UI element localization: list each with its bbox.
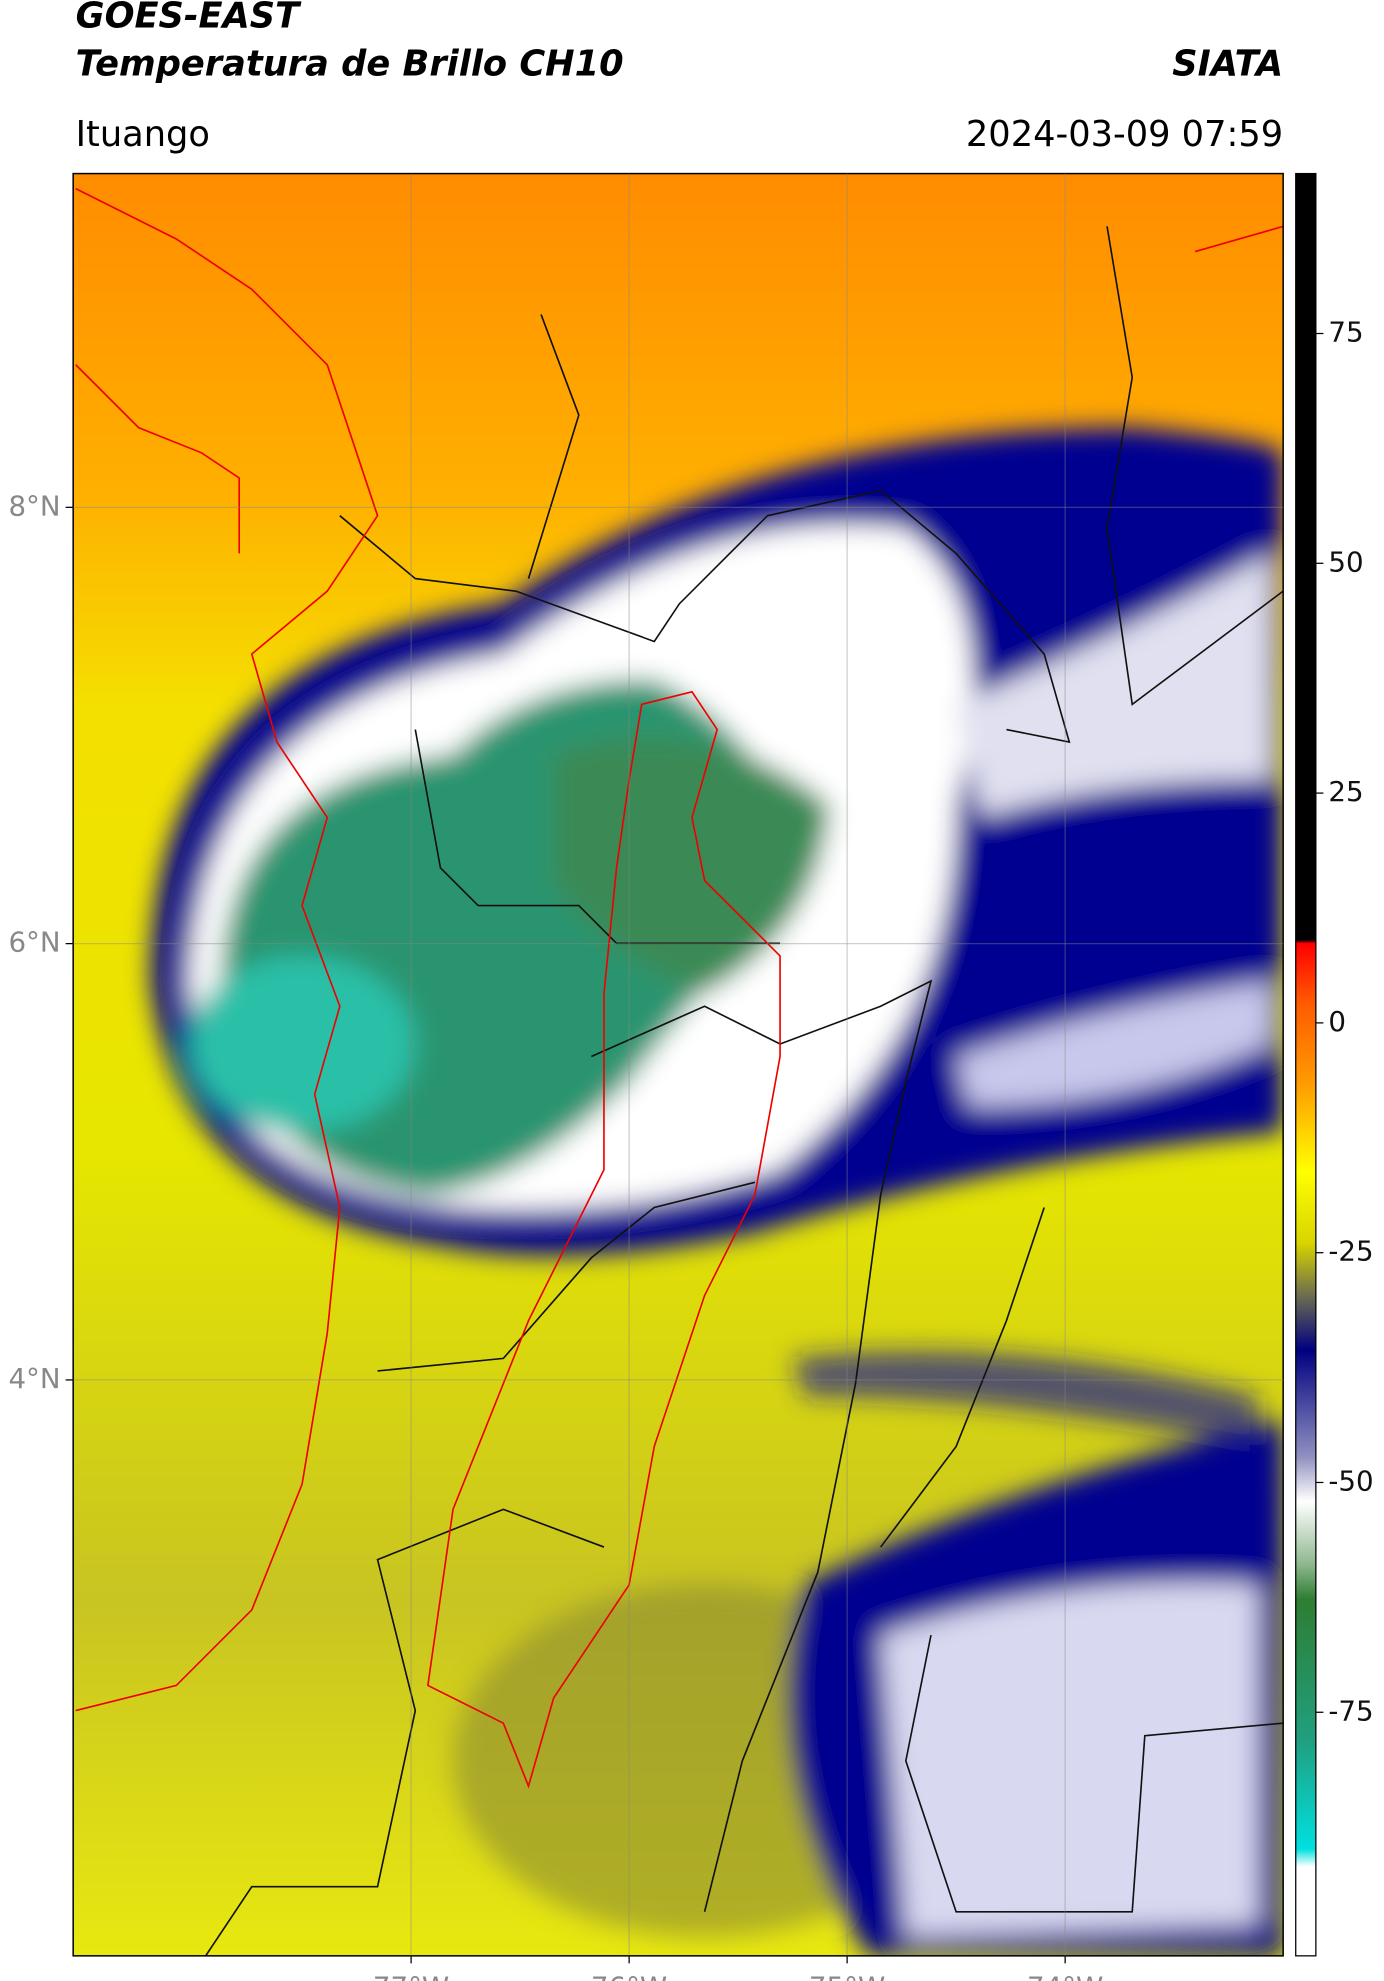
brand: SIATA [1172, 43, 1283, 84]
colorbar-tick-label: -50 [1328, 1464, 1373, 1497]
subtitle: Temperatura de Brillo CH10 [76, 43, 624, 84]
borders [204, 226, 1284, 1956]
y-tick-label: 8°N [8, 489, 60, 522]
title: GOES-EAST [76, 0, 302, 37]
x-tick-label: 76°W [591, 1971, 667, 1981]
x-tick-label: 74°W [1027, 1971, 1103, 1981]
map-frame [72, 172, 1284, 1957]
coastline [75, 187, 1284, 1789]
colorbar-tick-label: 0 [1328, 1005, 1346, 1038]
satellite-image [73, 173, 1284, 1956]
location: Ituango [76, 114, 210, 155]
x-tick-label: 75°W [809, 1971, 885, 1981]
y-tick-label: 4°N [8, 1362, 60, 1395]
x-tick-label: 77°W [373, 1971, 449, 1981]
y-tick-label: 6°N [8, 926, 60, 959]
colorbar [1295, 172, 1317, 1957]
colorbar-tick-label: -25 [1328, 1235, 1373, 1268]
colorbar-tick-label: 25 [1328, 775, 1363, 808]
colorbar-tick-label: 75 [1328, 316, 1363, 349]
colorbar-tick-label: -75 [1328, 1694, 1373, 1727]
datetime: 2024-03-09 07:59 [966, 114, 1283, 155]
colorbar-tick-label: 50 [1328, 545, 1363, 578]
